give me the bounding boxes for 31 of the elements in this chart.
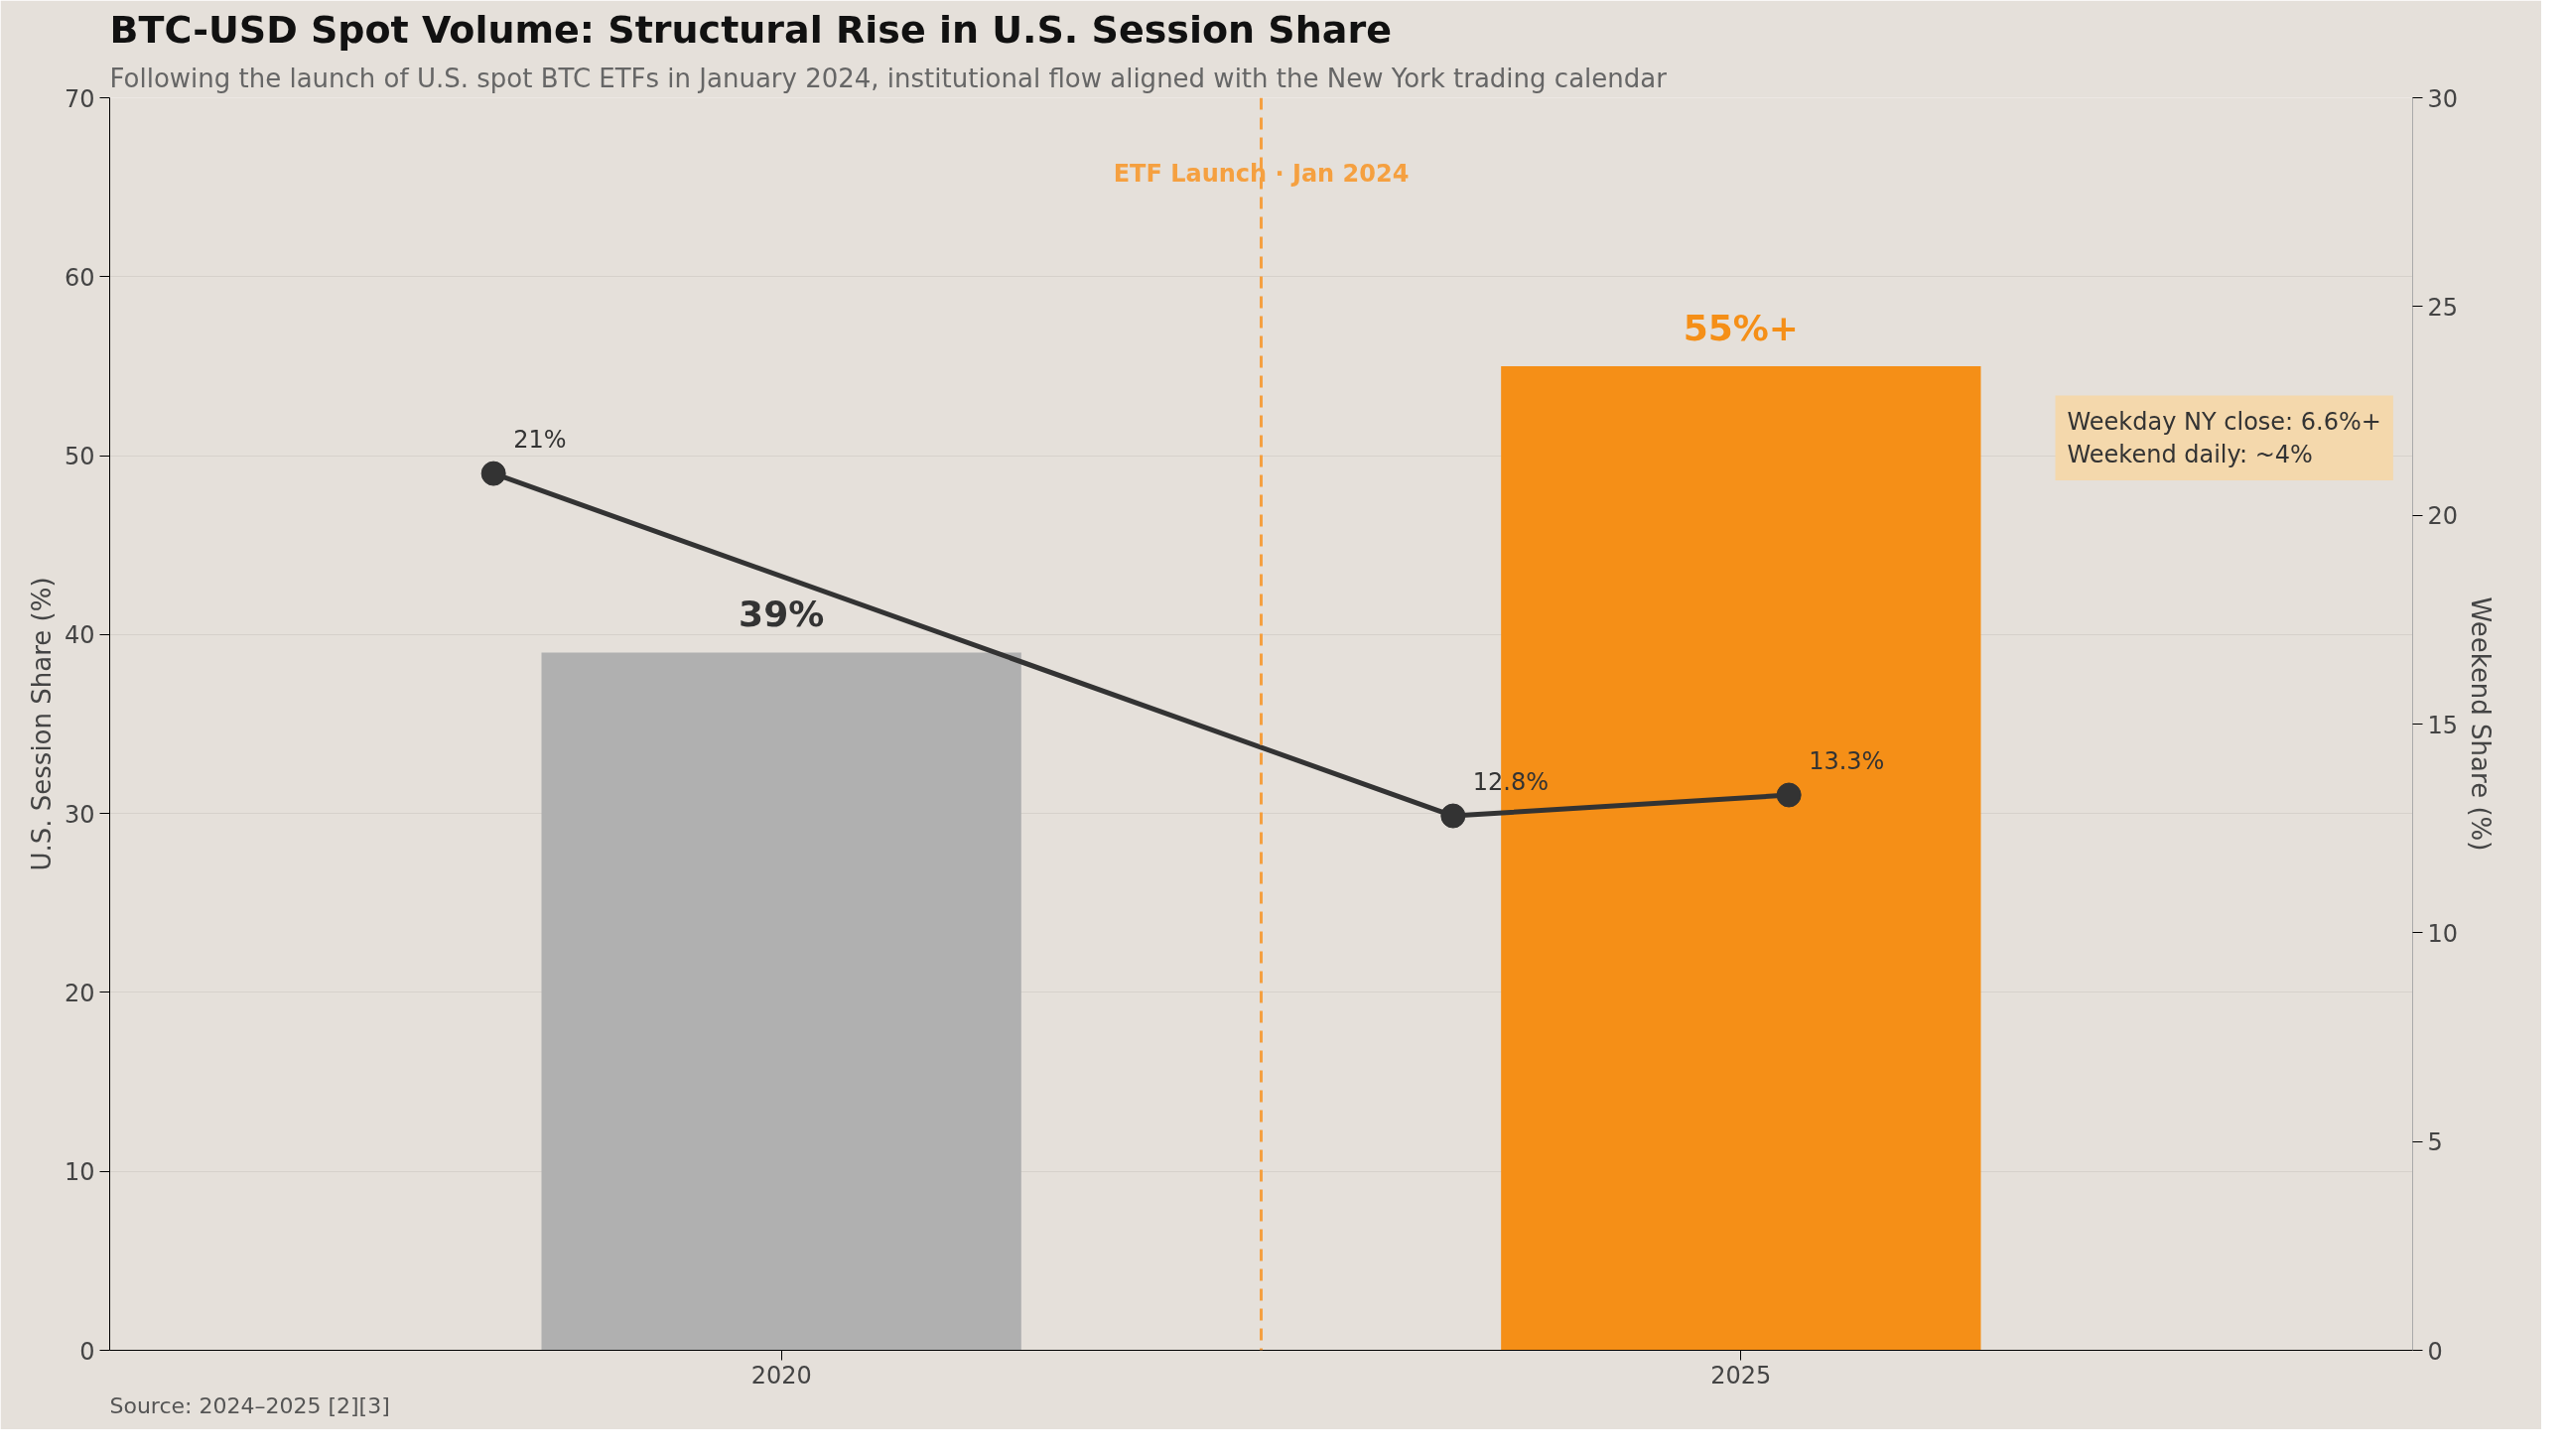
chart-title: BTC-USD Spot Volume: Structural Rise in U.S. Session Share xyxy=(109,7,1392,52)
y-axis-title: U.S. Session Share (%) xyxy=(26,577,57,871)
y2-tick-label: 5 xyxy=(2427,1128,2443,1157)
y2-tick-label: 25 xyxy=(2427,293,2459,322)
y2-tick-label: 10 xyxy=(2427,919,2459,948)
y-tick-label: 60 xyxy=(64,263,95,292)
y-tick-label: 10 xyxy=(64,1158,95,1187)
x-tick-label: 2020 xyxy=(750,1361,812,1390)
data-label: 55%+ xyxy=(1683,307,1800,348)
annotation: Weekday NY close: 6.6%+ Weekend daily: ~4% xyxy=(2067,407,2381,469)
y-tick-label: 70 xyxy=(64,84,95,113)
y-tick-label: 40 xyxy=(64,621,95,650)
y-tick-label: 50 xyxy=(64,443,95,471)
data-label: 39% xyxy=(739,594,825,635)
y2-tick-label: 30 xyxy=(2427,84,2459,113)
y2-tick-label: 0 xyxy=(2427,1337,2443,1366)
point xyxy=(480,461,506,486)
x-tick-label: 2025 xyxy=(1710,1361,1772,1390)
y-tick-label: 30 xyxy=(64,800,95,829)
ref-line-label: ETF Launch · Jan 2024 xyxy=(1113,159,1410,188)
point xyxy=(1776,782,1802,808)
data-label: 13.3% xyxy=(1809,747,1885,776)
y2-tick-label: 15 xyxy=(2427,711,2459,739)
chart-subtitle: Following the launch of U.S. spot BTC ETFs in January 2024, institutional flow aligned with the New York trading calendar xyxy=(109,63,1668,93)
source-note: Source: 2024–2025 [2][3] xyxy=(109,1392,390,1418)
y2-tick-label: 20 xyxy=(2427,502,2459,531)
y-tick-label: 0 xyxy=(79,1337,95,1366)
point xyxy=(1440,803,1466,829)
data-label: 21% xyxy=(513,426,567,455)
y2-axis-title: Weekend Share (%) xyxy=(2466,596,2497,852)
y-tick-label: 20 xyxy=(64,979,95,1007)
